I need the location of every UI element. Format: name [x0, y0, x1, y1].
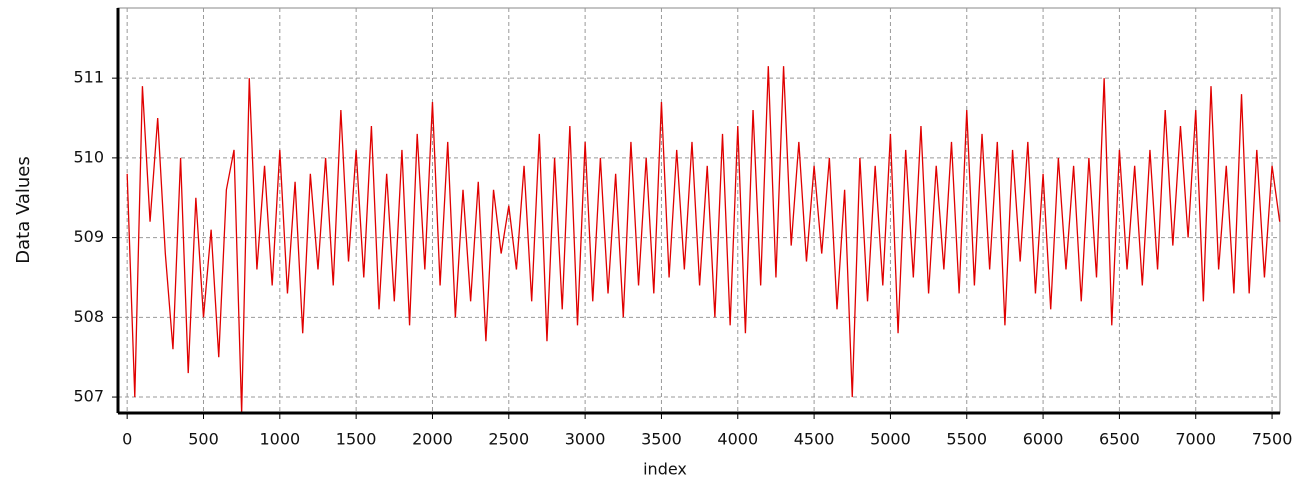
y-tick-label: 509 [73, 227, 104, 246]
y-axis-label: Data Values [13, 156, 34, 264]
x-tick-label: 2000 [412, 430, 453, 449]
x-axis-label: index [643, 460, 687, 479]
y-tick-label: 507 [73, 387, 104, 406]
y-tick-label: 510 [73, 147, 104, 166]
x-tick-label: 4000 [717, 430, 758, 449]
x-tick-label: 6000 [1023, 430, 1064, 449]
x-tick-label: 2500 [488, 430, 529, 449]
x-tick-label: 6500 [1099, 430, 1140, 449]
x-tick-label: 5500 [946, 430, 987, 449]
y-tick-label: 508 [73, 307, 104, 326]
x-tick-label: 3000 [565, 430, 606, 449]
y-tick-label: 511 [73, 68, 104, 87]
x-tick-label: 4500 [794, 430, 835, 449]
x-tick-label: 3500 [641, 430, 682, 449]
x-tick-label: 5000 [870, 430, 911, 449]
plot-area [117, 7, 1281, 414]
x-tick-label: 1000 [259, 430, 300, 449]
x-tick-label: 7500 [1252, 430, 1293, 449]
x-tick-label: 0 [122, 430, 132, 449]
x-tick-label: 7000 [1175, 430, 1216, 449]
data-line [126, 66, 1281, 414]
x-tick-label: 1500 [336, 430, 377, 449]
x-tick-label: 500 [188, 430, 219, 449]
